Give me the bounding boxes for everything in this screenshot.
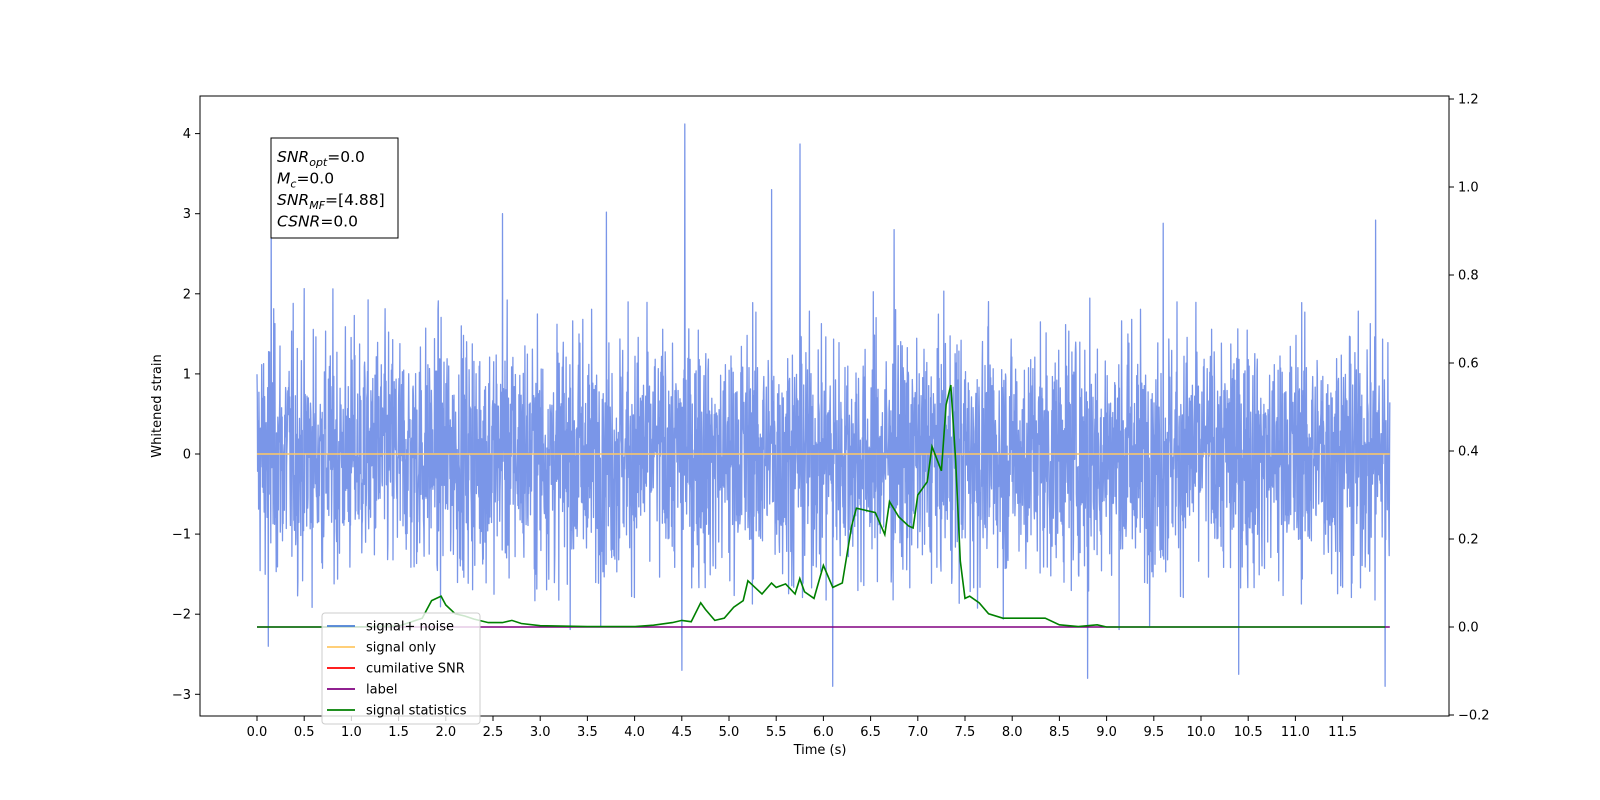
x-tick-label: 10.0 [1187, 725, 1216, 740]
y2-tick-label: 0.4 [1458, 445, 1479, 460]
y2-tick-label: 0.2 [1458, 533, 1479, 548]
series-signal-statistics [257, 384, 1386, 628]
y-tick-label: 1 [183, 367, 191, 382]
x-tick-label: 3.5 [577, 725, 598, 740]
x-tick-label: 1.5 [388, 725, 409, 740]
plot-frame [199, 95, 1450, 717]
legend-label: signal statistics [366, 704, 467, 719]
x-tick-label: 1.0 [341, 725, 362, 740]
info-line: Mc=0.0 [277, 170, 334, 191]
x-tick-label: 2.5 [483, 725, 504, 740]
x-tick-label: 2.0 [435, 725, 456, 740]
legend: signal+ noise signal only cumilative SNR la… [321, 612, 481, 725]
x-tick-label: 9.0 [1096, 725, 1117, 740]
x-tick-label: 5.0 [719, 725, 740, 740]
legend-label: label [366, 683, 397, 698]
info-line: SNRopt=0.0 [277, 148, 365, 169]
y-axis-left: −3 −2 −1 0 1 2 3 4 [172, 127, 200, 703]
x-tick-label: 3.0 [530, 725, 551, 740]
y2-tick-label: 0.0 [1458, 621, 1479, 636]
x-tick-label: 11.5 [1328, 725, 1357, 740]
x-tick-label: 8.0 [1002, 725, 1023, 740]
signal-noise-series [256, 123, 1391, 687]
x-tick-label: 5.5 [766, 725, 787, 740]
legend-label: signal+ noise [366, 620, 454, 635]
legend-label: signal only [366, 641, 436, 656]
x-axis-label: Time (s) [793, 743, 847, 758]
y2-tick-label: 1.0 [1458, 181, 1479, 196]
x-tick-label: 10.5 [1234, 725, 1263, 740]
y-tick-label: −1 [172, 528, 191, 543]
legend-label: cumilative SNR [366, 662, 465, 677]
y2-tick-label: 0.6 [1458, 357, 1479, 372]
x-tick-label: 6.0 [813, 725, 834, 740]
x-tick-label: 7.5 [955, 725, 976, 740]
info-line: SNRMF=[4.88] [277, 191, 385, 212]
x-tick-label: 6.5 [860, 725, 881, 740]
info-line: CSNR=0.0 [277, 213, 358, 231]
series-signal-noise [256, 123, 1391, 687]
x-axis: 0.0 0.5 1.0 1.5 2.0 2.5 3.0 3.5 4.0 4.5 5.0 5.5 6.0 6… [247, 716, 1357, 740]
x-tick-label: 11.0 [1281, 725, 1310, 740]
x-tick-label: 0.5 [294, 725, 315, 740]
x-tick-label: 4.5 [671, 725, 692, 740]
x-tick-label: 0.0 [247, 725, 268, 740]
y-tick-label: −2 [172, 608, 191, 623]
y-axis-label: Whitened strain [150, 354, 165, 457]
x-tick-label: 7.0 [907, 725, 928, 740]
y2-tick-label: −0.2 [1458, 709, 1490, 724]
y-tick-label: 0 [183, 448, 191, 463]
x-tick-label: 4.0 [624, 725, 645, 740]
y-tick-label: 2 [183, 287, 191, 302]
y2-tick-label: 1.2 [1458, 93, 1479, 108]
y-tick-label: −3 [172, 688, 191, 703]
x-tick-label: 9.5 [1143, 725, 1164, 740]
x-tick-label: 8.5 [1049, 725, 1070, 740]
y-axis-right: −0.2 0.0 0.2 0.4 0.6 0.8 1.0 1.2 [1449, 93, 1490, 724]
y2-tick-label: 0.8 [1458, 269, 1479, 284]
y-tick-label: 4 [183, 127, 191, 142]
y-tick-label: 3 [183, 207, 191, 222]
